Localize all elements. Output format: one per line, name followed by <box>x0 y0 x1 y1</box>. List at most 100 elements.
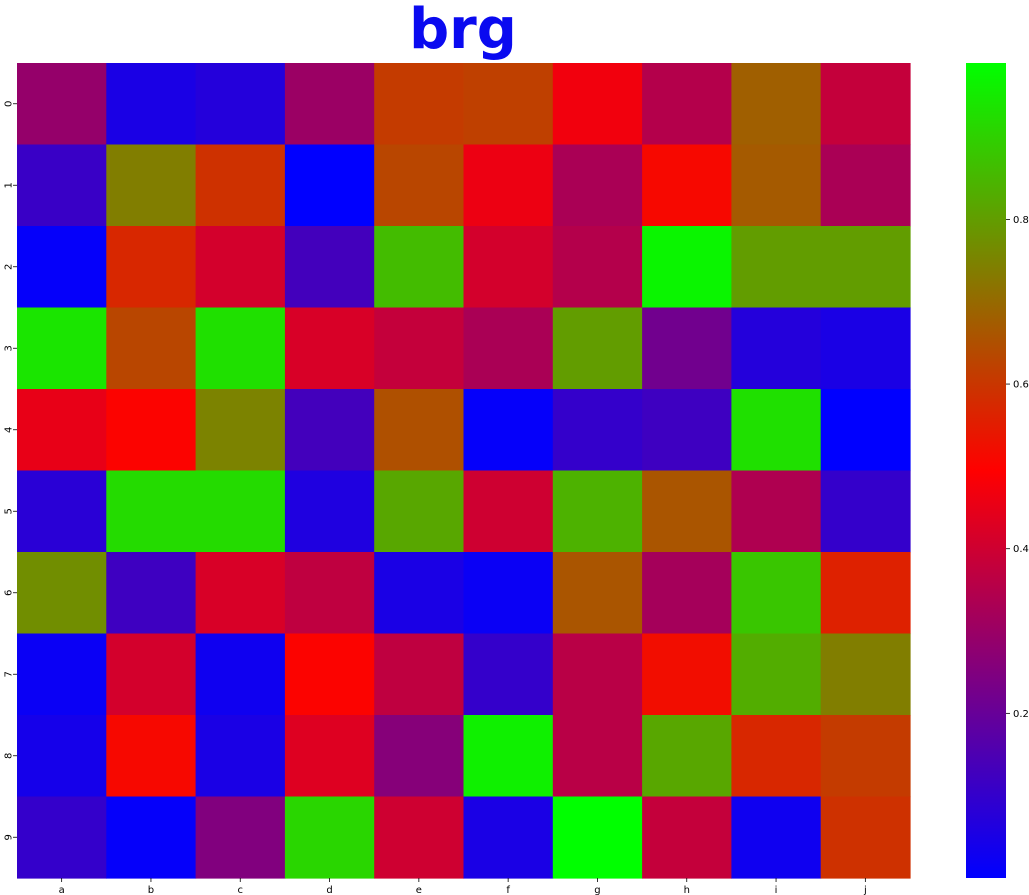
heatmap-cell-5-e <box>374 470 465 553</box>
heatmap-cell-4-i <box>731 389 822 472</box>
colorbar-tick-label: 0.2 <box>1013 709 1029 720</box>
heatmap-cell-6-d <box>284 552 375 635</box>
chart-title: brg <box>409 0 517 62</box>
heatmap-cell-2-b <box>106 226 197 309</box>
heatmap-cell-6-i <box>731 552 822 635</box>
x-tick-label: e <box>416 885 422 895</box>
heatmap-cell-9-g <box>552 796 643 879</box>
heatmap-cell-8-d <box>284 715 375 798</box>
heatmap-cell-4-a <box>17 389 107 472</box>
heatmap-cells <box>17 63 911 879</box>
x-tick-label: b <box>148 885 154 895</box>
y-tick-label: 6 <box>4 590 15 596</box>
heatmap-cell-9-f <box>463 796 554 879</box>
heatmap-cell-6-c <box>195 552 286 635</box>
heatmap-cell-7-b <box>106 633 197 716</box>
heatmap-cell-7-g <box>552 633 643 716</box>
y-tick-label: 4 <box>4 427 15 433</box>
heatmap-cell-4-g <box>552 389 643 472</box>
heatmap-cell-3-f <box>463 307 554 390</box>
heatmap-cell-3-e <box>374 307 465 390</box>
heatmap-cell-4-e <box>374 389 465 472</box>
heatmap-cell-7-h <box>642 633 732 716</box>
y-tick-label: 5 <box>4 508 15 514</box>
heatmap-cell-8-b <box>106 715 197 798</box>
heatmap-cell-9-h <box>642 796 732 879</box>
heatmap-cell-8-g <box>552 715 643 798</box>
colorbar-tick-label: 0.8 <box>1013 215 1029 226</box>
heatmap-cell-1-h <box>642 144 732 227</box>
heatmap-cell-8-j <box>820 715 911 798</box>
heatmap-cell-6-a <box>17 552 107 635</box>
heatmap-cell-2-g <box>552 226 643 309</box>
heatmap-cell-1-e <box>374 144 465 227</box>
heatmap-cell-7-e <box>374 633 465 716</box>
heatmap-cell-7-a <box>17 633 107 716</box>
heatmap-cell-7-c <box>195 633 286 716</box>
heatmap-cell-1-b <box>106 144 197 227</box>
colorbar <box>966 63 1006 878</box>
heatmap-cell-0-d <box>284 63 375 146</box>
heatmap-cell-6-f <box>463 552 554 635</box>
x-tick-label: j <box>863 885 867 895</box>
heatmap-cell-0-b <box>106 63 197 146</box>
heatmap-cell-0-h <box>642 63 732 146</box>
x-tick-label: a <box>59 885 65 895</box>
x-tick-label: f <box>506 885 510 895</box>
x-tick-label: g <box>594 885 600 895</box>
heatmap-cell-4-d <box>284 389 375 472</box>
heatmap-cell-4-b <box>106 389 197 472</box>
y-tick-label: 2 <box>4 264 15 270</box>
y-tick-label: 8 <box>4 753 15 759</box>
heatmap-cell-4-f <box>463 389 554 472</box>
heatmap-cell-6-b <box>106 552 197 635</box>
x-tick-label: c <box>238 885 244 895</box>
heatmap-cell-4-h <box>642 389 732 472</box>
heatmap-cell-7-i <box>731 633 822 716</box>
heatmap-cell-1-j <box>820 144 911 227</box>
heatmap-cell-5-a <box>17 470 107 553</box>
heatmap-cell-2-f <box>463 226 554 309</box>
heatmap-cell-3-h <box>642 307 732 390</box>
heatmap-cell-8-c <box>195 715 286 798</box>
heatmap-cell-2-i <box>731 226 822 309</box>
heatmap-cell-0-f <box>463 63 554 146</box>
heatmap-cell-5-j <box>820 470 911 553</box>
heatmap-cell-5-c <box>195 470 286 553</box>
y-tick-label: 7 <box>4 671 15 677</box>
heatmap-cell-5-g <box>552 470 643 553</box>
y-tick-label: 1 <box>4 182 15 188</box>
heatmap-cell-9-i <box>731 796 822 879</box>
heatmap-cell-6-h <box>642 552 732 635</box>
colorbar-tick-label: 0.4 <box>1013 544 1029 555</box>
heatmap-cell-2-j <box>820 226 911 309</box>
heatmap-cell-4-j <box>820 389 911 472</box>
heatmap-cell-1-g <box>552 144 643 227</box>
heatmap-cell-5-i <box>731 470 822 553</box>
x-axis: a b c d e f g h i j <box>59 878 867 895</box>
heatmap-cell-5-f <box>463 470 554 553</box>
heatmap-cell-3-b <box>106 307 197 390</box>
heatmap-cell-2-c <box>195 226 286 309</box>
heatmap-cell-3-i <box>731 307 822 390</box>
heatmap-cell-3-a <box>17 307 107 390</box>
heatmap-cell-1-f <box>463 144 554 227</box>
y-tick-label: 0 <box>4 101 15 107</box>
heatmap-cell-1-d <box>284 144 375 227</box>
heatmap-cell-1-i <box>731 144 822 227</box>
heatmap-cell-6-g <box>552 552 643 635</box>
heatmap-cell-7-d <box>284 633 375 716</box>
heatmap-cell-9-b <box>106 796 197 879</box>
heatmap-cell-9-d <box>284 796 375 879</box>
heatmap-cell-0-j <box>820 63 911 146</box>
heatmap-cell-2-h <box>642 226 732 309</box>
heatmap-cell-4-c <box>195 389 286 472</box>
heatmap-cell-2-a <box>17 226 107 309</box>
heatmap-cell-7-f <box>463 633 554 716</box>
heatmap-cell-9-j <box>820 796 911 879</box>
heatmap-cell-6-e <box>374 552 465 635</box>
heatmap-cell-0-g <box>552 63 643 146</box>
heatmap-cell-0-i <box>731 63 822 146</box>
x-tick-label: h <box>684 885 690 895</box>
